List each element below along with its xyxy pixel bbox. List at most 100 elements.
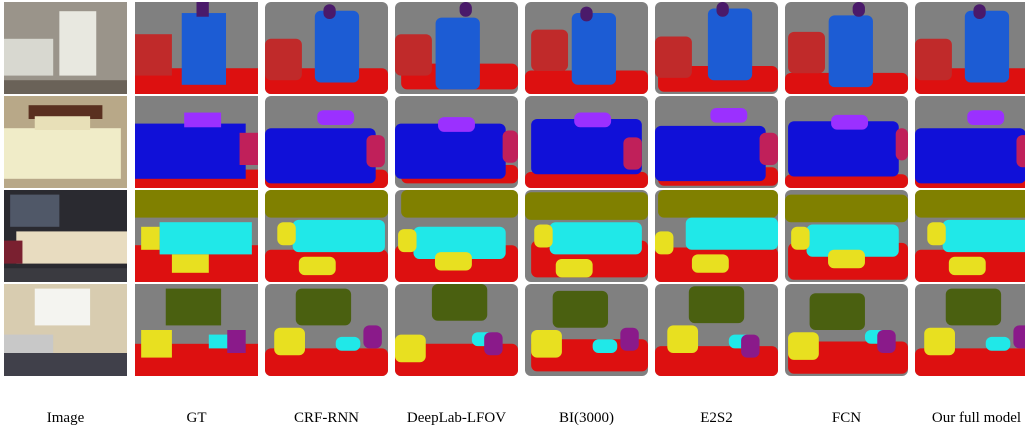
region	[791, 226, 810, 250]
region	[806, 224, 899, 257]
region	[227, 330, 246, 353]
region	[788, 31, 825, 74]
region	[707, 8, 753, 81]
region	[716, 2, 729, 17]
region	[552, 290, 609, 328]
region	[828, 15, 873, 88]
region	[531, 330, 562, 358]
region	[265, 190, 388, 218]
region	[438, 117, 475, 132]
region	[895, 128, 908, 161]
region	[292, 219, 385, 253]
region	[181, 13, 227, 85]
region	[363, 325, 382, 349]
region	[915, 128, 1025, 184]
column-label: FCN	[832, 410, 861, 426]
region	[531, 29, 569, 72]
region	[967, 110, 1005, 125]
region	[395, 123, 506, 179]
tile	[915, 2, 1025, 94]
region	[710, 107, 748, 123]
tile	[135, 284, 258, 376]
region	[295, 288, 352, 326]
tile	[785, 96, 908, 188]
region	[484, 332, 503, 356]
region	[314, 10, 360, 83]
region	[298, 256, 336, 276]
region	[323, 4, 336, 20]
region	[239, 132, 258, 165]
tile	[525, 284, 648, 376]
region	[655, 125, 766, 182]
region	[667, 325, 699, 353]
column-label: Image	[47, 410, 85, 426]
tile	[525, 190, 648, 282]
region	[945, 288, 1002, 326]
region	[685, 217, 778, 250]
region	[574, 112, 612, 128]
tile	[135, 96, 258, 188]
region	[942, 219, 1025, 253]
region	[785, 174, 908, 188]
region	[973, 4, 986, 20]
region	[159, 222, 252, 255]
region	[335, 336, 361, 351]
tile	[265, 190, 388, 282]
region	[531, 119, 642, 175]
tile	[4, 2, 127, 94]
tile	[135, 2, 258, 94]
region	[620, 327, 639, 351]
tile	[785, 2, 908, 94]
region	[184, 112, 222, 128]
tile	[265, 96, 388, 188]
region	[4, 38, 54, 76]
region	[413, 226, 506, 259]
region	[435, 17, 480, 90]
region	[165, 288, 222, 326]
region	[788, 121, 899, 177]
region	[434, 252, 472, 271]
tile	[4, 96, 127, 188]
region	[809, 293, 865, 330]
region	[549, 222, 642, 255]
region	[265, 128, 376, 184]
region	[4, 268, 127, 282]
region	[828, 249, 865, 269]
region	[265, 38, 302, 81]
region	[4, 353, 127, 376]
tile	[525, 96, 648, 188]
column-label: GT	[187, 410, 207, 426]
region	[34, 288, 91, 326]
region	[141, 226, 160, 250]
region	[135, 123, 246, 179]
region	[580, 6, 593, 22]
region	[691, 254, 729, 273]
region	[135, 34, 172, 76]
region	[274, 327, 305, 356]
region	[1013, 325, 1025, 349]
region	[948, 256, 986, 276]
region	[277, 222, 296, 246]
region	[759, 132, 778, 165]
region	[28, 105, 103, 119]
region	[785, 194, 908, 223]
region	[4, 128, 121, 179]
region	[555, 259, 593, 278]
tile	[655, 96, 778, 188]
region	[459, 2, 472, 17]
region	[571, 13, 617, 85]
region	[688, 286, 745, 324]
region	[915, 190, 1025, 218]
region	[34, 116, 91, 131]
column-labels: Image GT CRF-RNN DeepLab-LFOV BI(3000) E2S2 FC…	[47, 410, 1021, 426]
region	[985, 336, 1011, 351]
tile	[265, 2, 388, 94]
tile	[395, 190, 518, 282]
region	[171, 254, 209, 273]
column-label: E2S2	[700, 410, 733, 426]
region	[4, 240, 23, 264]
tile	[785, 190, 908, 282]
region	[398, 229, 417, 253]
tile	[4, 190, 127, 282]
